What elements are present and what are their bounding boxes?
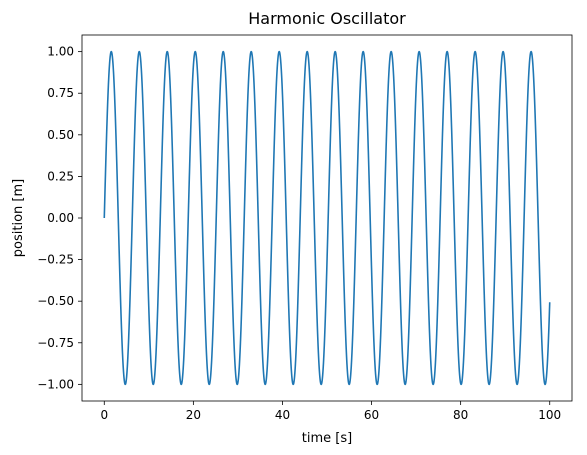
y-tick-label: −0.50 <box>37 294 74 308</box>
x-tick-label: 0 <box>100 408 108 422</box>
y-tick-label: −0.25 <box>37 253 74 267</box>
chart-title: Harmonic Oscillator <box>248 9 406 28</box>
y-axis-label: position [m] <box>11 179 26 257</box>
series-line <box>103 50 551 386</box>
x-axis: 0 20 40 60 80 100 <box>100 401 561 422</box>
x-tick-label: 60 <box>364 408 379 422</box>
series-layer <box>103 50 551 386</box>
y-axis: −1.00 −0.75 −0.50 −0.25 0.00 0.25 0.50 0.75 1.00 <box>37 45 82 391</box>
y-tick-label: −0.75 <box>37 336 74 350</box>
y-tick-label: 0.75 <box>47 86 74 100</box>
x-axis-label: time [s] <box>302 431 352 446</box>
x-tick-label: 40 <box>275 408 290 422</box>
y-tick-label: 1.00 <box>47 45 74 59</box>
y-tick-label: 0.00 <box>47 211 74 225</box>
plot-area <box>81 34 573 402</box>
y-tick-label: 0.25 <box>47 169 74 183</box>
x-tick-label: 100 <box>538 408 561 422</box>
y-tick-label: 0.50 <box>47 128 74 142</box>
y-tick-label: −1.00 <box>37 377 74 391</box>
x-tick-label: 20 <box>186 408 201 422</box>
x-tick-label: 80 <box>453 408 468 422</box>
plot-frame <box>81 34 573 402</box>
